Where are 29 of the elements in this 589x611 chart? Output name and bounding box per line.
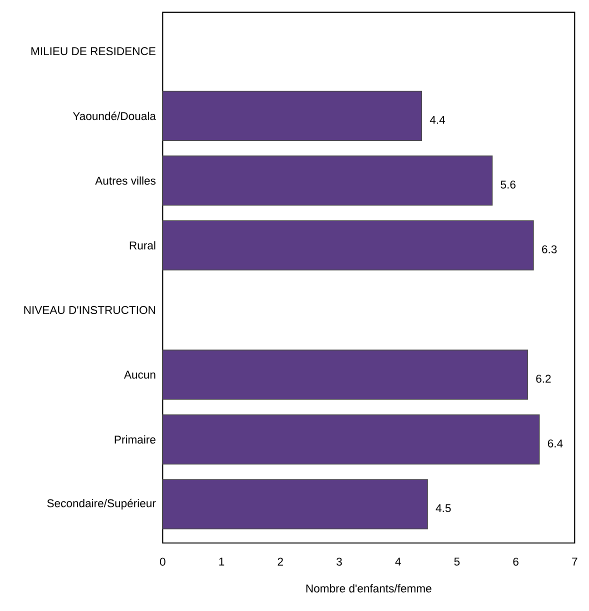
y-tick-label: Secondaire/Supérieur bbox=[47, 498, 156, 510]
x-tick-label: 5 bbox=[454, 558, 460, 566]
bar bbox=[162, 156, 493, 206]
x-tick-label: 3 bbox=[336, 558, 342, 566]
y-tick-label: Autres villes bbox=[95, 176, 156, 185]
x-tick-label: 4 bbox=[395, 558, 401, 566]
y-tick-label: MILIEU DE RESIDENCE bbox=[31, 47, 156, 56]
data-label: 4.5 bbox=[436, 504, 451, 512]
bar bbox=[162, 479, 428, 530]
y-tick-label: Primaire bbox=[114, 435, 156, 444]
bar bbox=[162, 90, 422, 141]
x-axis-title: Nombre d'enfants/femme bbox=[306, 584, 432, 592]
data-label: 6.4 bbox=[548, 439, 563, 448]
y-tick-label: Yaoundé/Douala bbox=[72, 112, 156, 120]
y-tick-label: Rural bbox=[130, 241, 156, 250]
x-tick-label: 6 bbox=[513, 558, 518, 566]
bar bbox=[162, 350, 528, 400]
bar bbox=[162, 220, 534, 270]
x-tick-label: 0 bbox=[160, 558, 166, 566]
y-tick-label: Aucun bbox=[124, 370, 156, 379]
data-label: 4.4 bbox=[430, 116, 446, 124]
bar bbox=[162, 414, 540, 465]
data-label: 5.6 bbox=[500, 180, 516, 189]
x-tick-label: 2 bbox=[278, 558, 283, 566]
y-tick-label: NIVEAU D'INSTRUCTION bbox=[24, 306, 156, 314]
x-tick-label: 1 bbox=[219, 558, 224, 566]
data-label: 6.2 bbox=[536, 374, 551, 383]
data-label: 6.3 bbox=[542, 245, 557, 254]
x-tick-label: 7 bbox=[572, 558, 578, 566]
